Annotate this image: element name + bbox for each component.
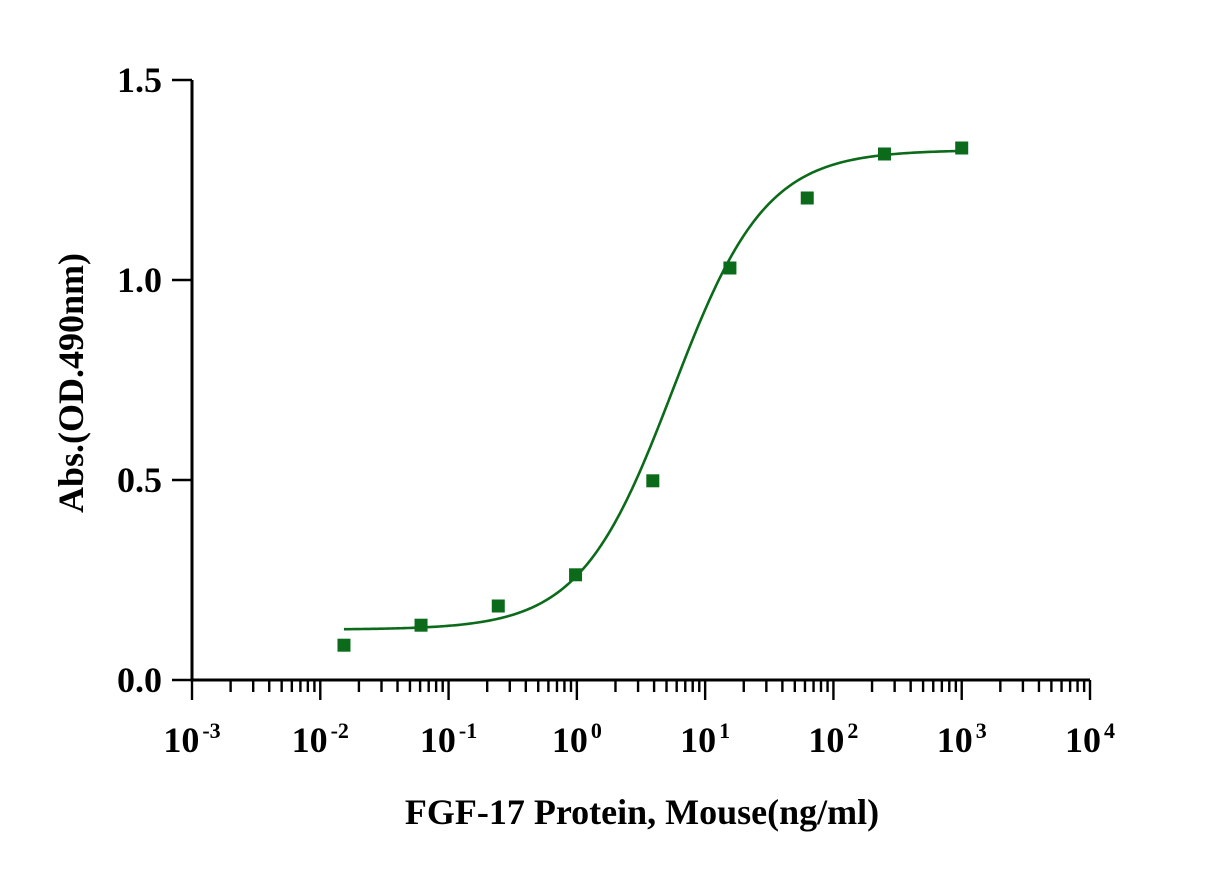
- x-tick-label: 10 3: [937, 718, 987, 760]
- x-axis-title: FGF-17 Protein, Mouse(ng/ml): [405, 792, 879, 832]
- data-point: [414, 618, 428, 632]
- data-point: [800, 191, 814, 205]
- data-points: [337, 141, 969, 652]
- y-axis-title: Abs.(OD.490nm): [51, 253, 91, 513]
- y-tick-label: 0.0: [117, 660, 162, 700]
- y-tick-label: 1.5: [117, 60, 162, 100]
- x-tick-label: 10 -3: [163, 718, 220, 760]
- axes: [190, 80, 1090, 682]
- x-tick-label: 10 1: [680, 718, 730, 760]
- data-point: [646, 474, 660, 488]
- data-point: [491, 599, 505, 613]
- x-tick-label: 10 -1: [420, 718, 477, 760]
- y-tick-label: 1.0: [117, 260, 162, 300]
- y-tick-label: 0.5: [117, 460, 162, 500]
- x-tick-label: 10 4: [1065, 718, 1115, 760]
- y-axis-ticks: 0.0 0.5 1.0 1.5: [117, 60, 192, 700]
- x-tick-label: 10 0: [552, 718, 602, 760]
- data-point: [337, 638, 351, 652]
- x-tick-label: 10 2: [808, 718, 858, 760]
- data-point: [877, 147, 891, 161]
- data-point: [569, 568, 583, 582]
- x-axis-ticks: 10 -3 10 -2 10 -1 10 0 10 1 10 2 10 3 10 4: [163, 680, 1115, 760]
- x-tick-label: 10 -2: [292, 718, 349, 760]
- fit-curve-line: [343, 149, 962, 631]
- data-point: [723, 261, 737, 275]
- data-point: [955, 141, 969, 155]
